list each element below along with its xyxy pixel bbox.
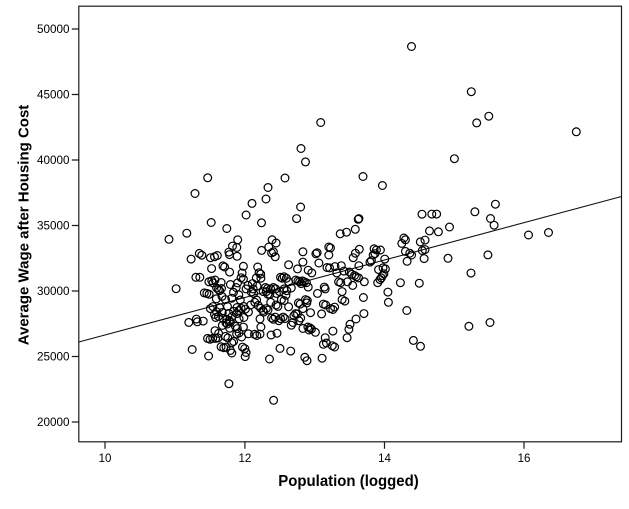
svg-text:30000: 30000 (37, 285, 70, 298)
svg-text:50000: 50000 (37, 23, 70, 36)
svg-text:45000: 45000 (37, 89, 70, 102)
svg-text:Population (logged): Population (logged) (278, 473, 419, 490)
svg-text:20000: 20000 (37, 416, 70, 429)
svg-text:25000: 25000 (37, 351, 70, 364)
svg-text:10: 10 (99, 453, 112, 465)
svg-text:12: 12 (239, 453, 252, 465)
svg-text:40000: 40000 (37, 154, 70, 167)
svg-text:35000: 35000 (37, 220, 70, 233)
svg-text:Average Wage after Housing Cos: Average Wage after Housing Cost (16, 105, 33, 346)
svg-text:14: 14 (378, 453, 391, 465)
svg-text:16: 16 (518, 453, 531, 465)
